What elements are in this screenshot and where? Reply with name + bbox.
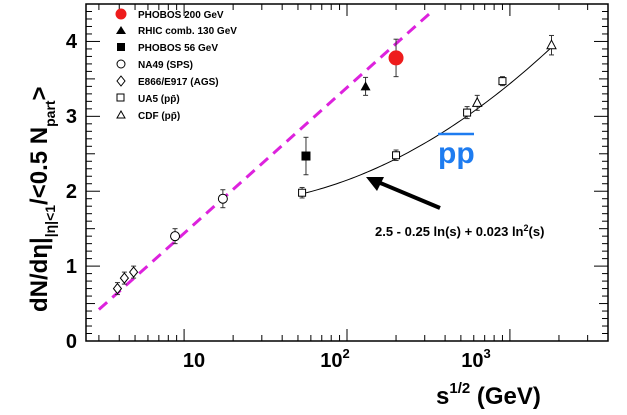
x-axis-ticks	[98, 4, 609, 341]
legend-marker-phobos56	[117, 43, 125, 51]
data-point-triangle-open	[471, 94, 483, 111]
y-axis-title: dN/dη||η|<1/<0.5 Npart>	[26, 86, 58, 312]
legend-label-phobos56: PHOBOS 56 GeV	[138, 43, 218, 54]
marker-triangle-open	[546, 39, 557, 50]
data-point-circle-open	[217, 189, 228, 209]
pp-fit-curve	[301, 46, 552, 195]
y-tick-label-2: 2	[66, 181, 77, 203]
marker-circle-filled-red	[388, 50, 404, 66]
data-point-diamond-open	[119, 271, 130, 285]
y-tick-label-3: 3	[66, 106, 77, 128]
legend-marker-rhic130	[116, 26, 126, 34]
data-point-circle-filled-red	[388, 38, 404, 78]
y-tick-label-0: 0	[66, 331, 77, 353]
data-points	[112, 34, 557, 296]
data-point-square-open	[498, 76, 507, 87]
y-axis-ticks	[86, 3, 608, 342]
data-point-triangle-open	[546, 34, 557, 56]
legend: PHOBOS 200 GeV RHIC comb. 130 GeV PHOBOS…	[115, 8, 237, 122]
data-point-diamond-open	[128, 265, 139, 279]
legend-label-ua5: UA5 (pp̄)	[138, 94, 180, 105]
marker-diamond-open	[112, 282, 123, 295]
fit-formula-annotation: 2.5 - 0.25 ln(s) + 0.023 ln2(s)	[375, 223, 544, 239]
data-point-triangle-filled	[360, 76, 371, 96]
legend-marker-na49	[116, 59, 126, 69]
data-point-diamond-open	[112, 282, 123, 296]
x-axis-title: s1/2 (GeV)	[436, 380, 541, 410]
legend-marker-e866	[116, 75, 126, 87]
legend-label-rhic130: RHIC comb. 130 GeV	[138, 26, 237, 37]
marker-square-open	[392, 151, 401, 160]
legend-label-e866: E866/E917 (AGS)	[138, 77, 219, 88]
data-point-square-filled	[301, 136, 311, 176]
data-point-square-open	[298, 186, 307, 199]
marker-diamond-open	[119, 272, 130, 284]
dashed-fit-line	[97, 8, 435, 311]
legend-marker-phobos200	[115, 8, 127, 20]
x-tick-label-1000: 103	[461, 346, 490, 372]
marker-triangle-open	[471, 96, 483, 107]
marker-square-open	[498, 77, 507, 86]
legend-label-cdf: CDF (pp̄)	[138, 111, 180, 122]
marker-circle-open	[217, 193, 228, 204]
x-tick-label-10: 10	[183, 350, 205, 372]
marker-triangle-filled	[360, 81, 371, 91]
y-tick-label-4: 4	[66, 31, 78, 53]
arrow-head	[366, 177, 384, 191]
data-point-square-open	[463, 106, 472, 120]
legend-marker-ua5	[116, 93, 125, 102]
legend-label-na49: NA49 (SPS)	[138, 60, 193, 71]
data-point-square-open	[392, 149, 401, 162]
plot-frame	[85, 3, 609, 342]
marker-diamond-open	[128, 266, 139, 278]
arrow-shaft	[377, 180, 441, 210]
y-tick-label-1: 1	[66, 256, 77, 278]
pp-annotation: pp	[438, 137, 475, 170]
marker-square-open	[298, 188, 307, 197]
x-tick-label-100: 102	[320, 346, 349, 372]
marker-circle-open	[170, 231, 181, 242]
legend-label-phobos200: PHOBOS 200 GeV	[138, 10, 224, 21]
data-point-circle-open	[170, 228, 181, 245]
marker-square-filled	[301, 151, 311, 161]
marker-square-open	[463, 108, 472, 117]
legend-marker-cdf	[116, 109, 126, 119]
